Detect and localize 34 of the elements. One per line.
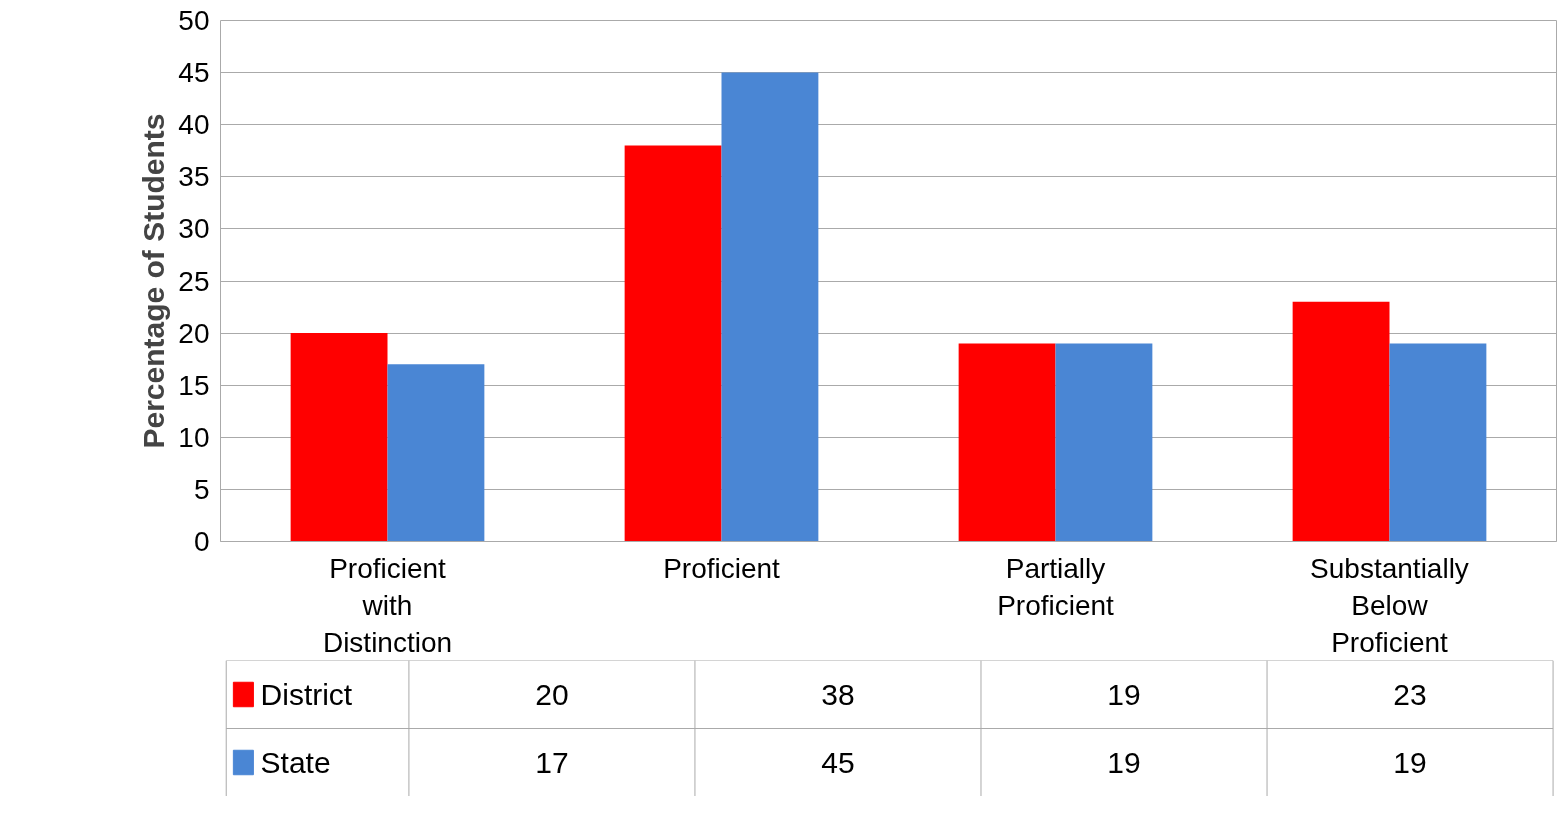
x-tick-label: Proficient with Distinction	[322, 552, 453, 658]
data-label: 19	[1107, 745, 1141, 779]
bar	[387, 364, 485, 542]
data-label: 45	[821, 745, 855, 779]
bar	[1292, 301, 1390, 542]
y-tick-label: 0	[193, 526, 210, 557]
legend-label: District	[260, 678, 353, 711]
data-label: 19	[1107, 677, 1141, 711]
data-label: 19	[1393, 745, 1427, 779]
bar	[721, 72, 819, 542]
y-tick-label: 10	[178, 421, 210, 453]
x-tick-label: Substantially Below Proficient	[1310, 552, 1469, 658]
legend-label: State	[260, 746, 331, 779]
bar	[624, 145, 722, 542]
y-tick-label: 35	[178, 161, 210, 193]
y-tick-label: 45	[178, 57, 210, 89]
y-axis-title: Percentage of Students	[137, 113, 171, 449]
x-tick-label: Proficient	[663, 552, 781, 584]
bar	[1389, 343, 1487, 542]
bar	[958, 343, 1056, 542]
bar	[1055, 343, 1153, 542]
data-label: 20	[535, 677, 569, 711]
y-tick-label: 30	[178, 213, 210, 245]
data-label: 38	[821, 677, 855, 711]
data-label: 17	[535, 745, 569, 779]
y-tick-label: 50	[178, 5, 210, 36]
y-tick-label: 40	[178, 109, 210, 141]
x-tick-label: Partially Proficient	[997, 552, 1115, 621]
bar	[290, 333, 388, 542]
data-label: 23	[1393, 677, 1427, 711]
y-tick-label: 20	[178, 317, 210, 349]
y-tick-label: 5	[193, 473, 210, 505]
y-tick-label: 15	[178, 369, 210, 401]
y-tick-label: 25	[178, 265, 210, 297]
